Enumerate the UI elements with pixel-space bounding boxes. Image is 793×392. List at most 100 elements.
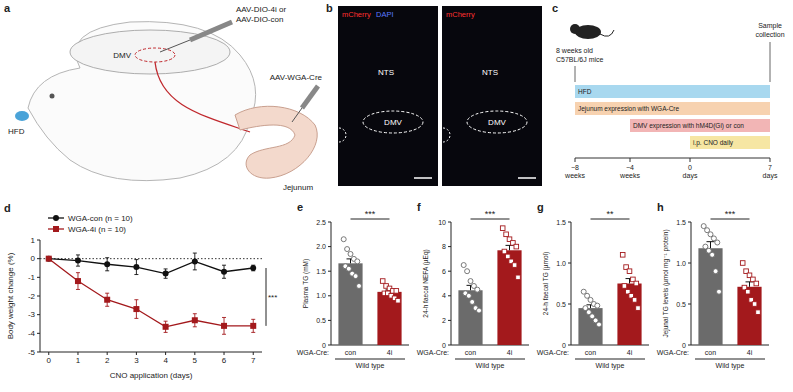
data-point <box>516 275 521 280</box>
marker <box>133 306 139 312</box>
data-point <box>514 244 519 249</box>
y-tick <box>448 295 451 296</box>
y-tick-label: 0 <box>442 342 446 349</box>
x-tick-label: 5 <box>193 356 198 365</box>
x-tick-label: 1 <box>76 356 81 365</box>
marker <box>250 265 256 271</box>
y-tick <box>448 246 451 247</box>
significance-bracket <box>266 268 267 326</box>
data-point <box>465 269 470 274</box>
group-label: Wild type <box>716 362 745 370</box>
y-tick-label: 0.5 <box>556 301 566 308</box>
x-axis <box>40 352 262 353</box>
error-bar <box>134 300 138 319</box>
needle <box>292 108 302 122</box>
micrograph <box>442 6 542 186</box>
data-point <box>500 226 505 231</box>
marker <box>192 258 198 264</box>
panel-letter: b <box>326 2 333 14</box>
panel-letter: d <box>4 202 11 214</box>
y-tick-label: 1.5 <box>556 219 566 226</box>
y-tick-label: 4 <box>442 292 446 299</box>
plot-area <box>338 237 401 345</box>
label: i.p. CNO daily <box>693 139 734 147</box>
dmv-region <box>135 48 175 62</box>
x-tick-label: 4i <box>747 349 753 356</box>
marker <box>104 261 110 267</box>
x-tick-label: 4i <box>387 349 393 356</box>
label: DMV <box>488 118 506 127</box>
x-tick-label: 3 <box>134 356 139 365</box>
y-axis-title: Plasma TG (mM) <box>302 259 310 308</box>
data-point <box>597 322 602 327</box>
scale-bar <box>518 177 536 179</box>
y-tick <box>568 263 571 264</box>
marker <box>163 324 169 330</box>
bar <box>578 308 602 345</box>
timeline-tick <box>630 158 631 162</box>
data-point <box>348 251 353 256</box>
y-axis <box>571 222 572 345</box>
group-line <box>455 359 525 360</box>
y-axis <box>451 222 452 345</box>
y-tick-label: 2.0 <box>316 243 326 250</box>
y-tick-label: 0.5 <box>316 317 326 324</box>
label: days <box>763 172 778 180</box>
x-axis-title: CNO application (days) <box>110 371 193 380</box>
data-point <box>620 253 625 258</box>
plot-area <box>458 226 521 345</box>
mouse-outline <box>28 22 256 181</box>
data-point <box>740 261 745 266</box>
group-line <box>335 359 405 360</box>
label: 0 <box>688 164 692 171</box>
syringe <box>302 86 318 108</box>
group-line <box>695 359 765 360</box>
data-point <box>353 274 358 279</box>
data-point <box>345 247 350 252</box>
error-bar <box>222 265 226 278</box>
food-pellet <box>15 111 29 121</box>
y-tick-label: -1 <box>28 273 36 282</box>
y-tick <box>688 222 691 223</box>
data-point <box>754 281 759 286</box>
data-point <box>512 263 517 268</box>
label: DMV expression with hM4D(Gi) or con <box>633 122 744 130</box>
y-tick-label: 8 <box>442 243 446 250</box>
x-tick-label: 6 <box>222 356 227 365</box>
data-point <box>461 263 466 268</box>
timeline-bar <box>575 102 770 115</box>
timeline-tick <box>575 158 576 162</box>
marker <box>133 264 139 270</box>
dmv-outline <box>467 111 527 133</box>
label: AAV-WGA-Cre <box>270 73 323 82</box>
significance: *** <box>268 293 277 302</box>
data-point <box>634 281 639 286</box>
y-tick <box>37 352 40 353</box>
y-tick-label: 0.5 <box>676 301 686 308</box>
label: DMV <box>384 118 402 127</box>
marker <box>163 271 169 277</box>
x-tick-label: con <box>705 349 716 356</box>
panel-letter: a <box>4 2 11 14</box>
category-title: WGA-Cre: <box>417 349 449 356</box>
group-label: Wild type <box>356 362 385 370</box>
marker <box>221 269 227 275</box>
needle <box>160 40 190 52</box>
plot-area <box>578 253 641 346</box>
y-tick-label: 10 <box>438 219 446 226</box>
timeline-tick <box>690 158 691 162</box>
data-point <box>717 289 722 294</box>
data-point <box>627 269 632 274</box>
group-label: Wild type <box>596 362 625 370</box>
significance: ** <box>606 209 614 219</box>
bar <box>737 287 761 345</box>
y-tick <box>688 345 691 346</box>
y-tick <box>37 314 40 315</box>
data-point <box>468 279 473 284</box>
label: 7 <box>768 164 772 171</box>
label: DMV <box>113 51 131 60</box>
data-point <box>756 310 761 315</box>
x-tick <box>136 352 137 355</box>
error-bar <box>76 273 80 290</box>
marker <box>75 278 81 284</box>
